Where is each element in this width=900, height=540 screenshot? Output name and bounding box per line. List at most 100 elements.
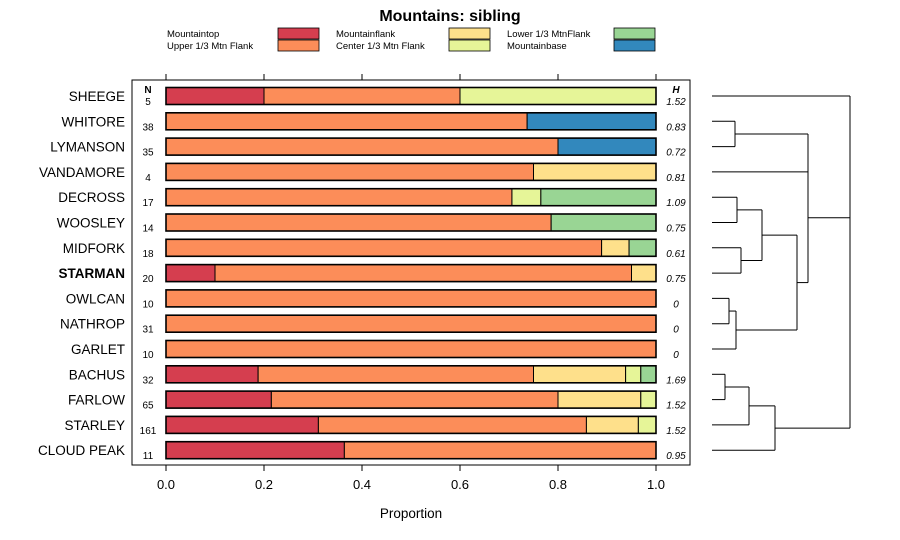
h-value: 0.61 bbox=[666, 249, 685, 260]
bar-segment bbox=[601, 238, 630, 257]
bar-segment bbox=[257, 365, 534, 384]
n-value: 17 bbox=[142, 198, 154, 209]
row-label: NATHROP bbox=[60, 317, 125, 332]
row-label: WHITORE bbox=[62, 114, 126, 129]
bar-segment bbox=[640, 390, 657, 409]
bar-segment bbox=[214, 264, 632, 283]
h-value: 0 bbox=[673, 299, 679, 310]
plot-frame bbox=[131, 79, 691, 466]
x-tick-label: 0.2 bbox=[255, 477, 273, 492]
x-tick-label: 0.6 bbox=[451, 477, 469, 492]
h-value: 1.52 bbox=[666, 401, 686, 412]
h-value: 0.81 bbox=[666, 173, 685, 184]
bar-outline bbox=[165, 86, 657, 106]
legend-swatch bbox=[277, 27, 320, 40]
h-value: 1.52 bbox=[666, 97, 686, 108]
chart-title: Mountains: sibling bbox=[379, 8, 520, 25]
row-label: STARMAN bbox=[59, 266, 126, 281]
h-column-header: H bbox=[672, 85, 680, 96]
bar-rows: SHEEGE 5 1.52 WHITORE 38 0.83 LYMANSON 35 0.72 VA… bbox=[38, 86, 686, 462]
n-value: 10 bbox=[142, 299, 154, 310]
h-value: 0 bbox=[673, 325, 679, 336]
bar-outline bbox=[165, 112, 657, 131]
n-value: 32 bbox=[142, 375, 154, 386]
bar-outline bbox=[165, 440, 657, 460]
h-value: 0.72 bbox=[666, 148, 686, 159]
bar-segment bbox=[625, 365, 642, 384]
bar-segment bbox=[165, 415, 319, 434]
bar-segment bbox=[165, 289, 657, 308]
row-label: WOOSLEY bbox=[57, 216, 125, 231]
row-label: MIDFORK bbox=[63, 241, 125, 256]
legend-label: Lower 1/3 MtnFlank bbox=[507, 29, 591, 40]
bar-outline bbox=[165, 137, 657, 156]
legend-label: Mountainbase bbox=[507, 41, 567, 52]
row-label: VANDAMORE bbox=[39, 165, 125, 180]
bar-outline bbox=[165, 162, 657, 182]
bar-segment bbox=[317, 415, 587, 434]
n-value: 14 bbox=[142, 224, 154, 235]
row-label: OWLCAN bbox=[66, 291, 125, 306]
row-label: BACHUS bbox=[69, 367, 125, 382]
row-label: LYMANSON bbox=[50, 140, 125, 155]
legend-label: Mountaintop bbox=[167, 29, 219, 40]
bar-segment bbox=[165, 365, 259, 384]
bar-segment bbox=[557, 137, 657, 156]
bar-segment bbox=[550, 213, 657, 232]
n-value: 31 bbox=[142, 325, 154, 336]
n-value: 35 bbox=[142, 148, 154, 159]
n-value: 38 bbox=[142, 122, 154, 133]
bar-segment bbox=[557, 390, 642, 409]
bar-segment bbox=[533, 162, 657, 181]
bar-segment bbox=[165, 238, 603, 257]
bar-segment bbox=[585, 415, 639, 434]
bar-segment bbox=[637, 415, 657, 434]
h-value: 1.52 bbox=[666, 426, 686, 437]
bar-outline bbox=[165, 289, 657, 308]
bar-outline bbox=[165, 238, 657, 258]
bar-segment bbox=[165, 162, 534, 181]
bar-segment bbox=[165, 264, 216, 283]
row-label: STARLEY bbox=[64, 418, 125, 433]
row-label: SHEEGE bbox=[69, 89, 125, 104]
x-tick-label: 0.8 bbox=[549, 477, 567, 492]
bar-segment bbox=[628, 238, 657, 257]
bar-segment bbox=[263, 87, 461, 105]
x-axis-label: Proportion bbox=[380, 506, 442, 521]
h-value: 0.75 bbox=[666, 224, 686, 235]
n-value: 4 bbox=[145, 173, 151, 184]
n-column-header: N bbox=[144, 85, 151, 96]
row-label: FARLOW bbox=[68, 393, 125, 408]
legend-swatch bbox=[613, 27, 656, 40]
x-axis: 0.0 0.2 0.4 0.6 0.8 1.0 bbox=[157, 74, 665, 492]
bar-outline bbox=[165, 263, 657, 283]
legend-swatch bbox=[613, 39, 656, 52]
bar-outline bbox=[165, 187, 657, 207]
bar-segment bbox=[343, 441, 657, 460]
bar-segment bbox=[165, 188, 513, 207]
bar-outline bbox=[165, 390, 657, 409]
bar-segment bbox=[165, 137, 559, 156]
bar-segment bbox=[270, 390, 559, 409]
bar-segment bbox=[165, 213, 552, 232]
bar-segment bbox=[511, 188, 542, 207]
bar-segment bbox=[165, 112, 528, 131]
dendrogram bbox=[712, 95, 851, 451]
bar-outline bbox=[165, 339, 657, 359]
legend-swatch bbox=[448, 27, 491, 40]
legend-label: Mountainflank bbox=[336, 29, 395, 40]
row-label: DECROSS bbox=[58, 190, 125, 205]
h-value: 0.95 bbox=[666, 451, 686, 462]
legend-label: Center 1/3 Mtn Flank bbox=[336, 41, 425, 52]
n-value: 11 bbox=[143, 451, 154, 462]
n-value: 5 bbox=[145, 97, 151, 108]
bar-outline bbox=[165, 364, 657, 384]
bar-segment bbox=[165, 340, 657, 358]
row-label: CLOUD PEAK bbox=[38, 443, 125, 458]
bar-segment bbox=[459, 87, 657, 105]
h-value: 1.69 bbox=[666, 375, 686, 386]
x-tick-label: 0.0 bbox=[157, 477, 175, 492]
bar-segment bbox=[165, 87, 265, 105]
legend-label: Upper 1/3 Mtn Flank bbox=[167, 41, 253, 52]
